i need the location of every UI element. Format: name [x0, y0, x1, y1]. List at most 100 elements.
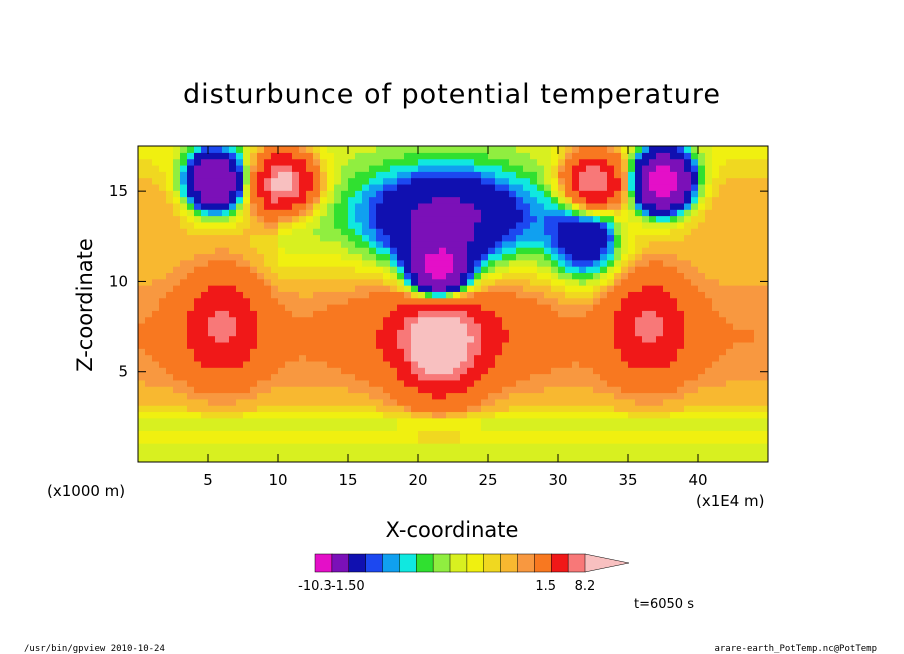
- heatmap-cell: [285, 209, 293, 217]
- heatmap-cell: [201, 335, 209, 343]
- heatmap-cell: [376, 215, 384, 223]
- heatmap-cell: [404, 310, 412, 318]
- heatmap-cell: [600, 411, 608, 419]
- heatmap-cell: [635, 455, 643, 462]
- heatmap-cell: [439, 386, 447, 394]
- heatmap-cell: [194, 272, 202, 280]
- heatmap-cell: [138, 183, 146, 191]
- heatmap-cell: [684, 329, 692, 337]
- heatmap-cell: [642, 392, 650, 400]
- heatmap-cell: [432, 171, 440, 179]
- heatmap-cell: [166, 392, 174, 400]
- heatmap-cell: [208, 417, 216, 425]
- heatmap-cell: [481, 164, 489, 172]
- heatmap-cell: [215, 177, 223, 185]
- heatmap-cell: [306, 234, 314, 242]
- heatmap-cell: [306, 379, 314, 387]
- heatmap-cell: [544, 285, 552, 292]
- heatmap-cell: [306, 386, 314, 394]
- heatmap-cell: [705, 196, 713, 204]
- heatmap-cell: [740, 392, 748, 400]
- heatmap-cell: [523, 202, 531, 210]
- heatmap-cell: [467, 146, 475, 153]
- heatmap-cell: [565, 310, 573, 318]
- heatmap-cell: [677, 449, 685, 457]
- heatmap-cell: [180, 335, 188, 343]
- heatmap-cell: [698, 259, 706, 267]
- heatmap-cell: [313, 316, 321, 324]
- heatmap-cell: [663, 424, 671, 431]
- heatmap-cell: [488, 405, 496, 413]
- heatmap-cell: [614, 272, 622, 280]
- heatmap-cell: [369, 392, 377, 400]
- heatmap-cell: [495, 158, 503, 166]
- heatmap-cell: [495, 215, 503, 223]
- heatmap-cell: [761, 240, 768, 248]
- x-tick-label: 30: [548, 471, 567, 489]
- heatmap-cell: [264, 196, 272, 204]
- heatmap-cell: [313, 146, 321, 153]
- heatmap-cell: [600, 215, 608, 223]
- heatmap-cell: [705, 240, 713, 248]
- heatmap-cell: [621, 455, 629, 462]
- heatmap-cell: [593, 240, 601, 248]
- heatmap-cell: [369, 272, 377, 280]
- heatmap-cell: [369, 417, 377, 425]
- heatmap-cell: [166, 152, 174, 160]
- heatmap-cell: [432, 360, 440, 368]
- heatmap-cell: [166, 386, 174, 394]
- heatmap-cell: [628, 398, 636, 406]
- heatmap-cell: [376, 152, 384, 160]
- heatmap-cell: [320, 272, 328, 280]
- heatmap-cell: [474, 285, 482, 292]
- heatmap-cell: [460, 411, 468, 419]
- heatmap-cell: [376, 146, 384, 153]
- heatmap-cell: [649, 202, 657, 210]
- heatmap-cell: [215, 367, 223, 375]
- heatmap-cell: [250, 455, 258, 462]
- heatmap-cell: [684, 253, 692, 261]
- x-tick-label: 5: [203, 471, 213, 489]
- heatmap-cell: [250, 285, 258, 292]
- heatmap-cell: [292, 266, 300, 273]
- heatmap-cell: [285, 278, 293, 286]
- heatmap-cell: [215, 285, 223, 292]
- heatmap-cell: [390, 291, 398, 299]
- heatmap-cell: [530, 202, 538, 210]
- heatmap-cell: [642, 304, 650, 311]
- heatmap-cell: [621, 449, 629, 457]
- heatmap-cell: [446, 329, 454, 337]
- heatmap-cell: [467, 360, 475, 368]
- heatmap-cell: [320, 436, 328, 444]
- heatmap-cell: [292, 322, 300, 330]
- heatmap-cell: [215, 310, 223, 318]
- heatmap-cell: [264, 259, 272, 267]
- heatmap-cell: [257, 436, 265, 444]
- heatmap-cell: [369, 430, 377, 438]
- heatmap-cell: [334, 379, 342, 387]
- heatmap-cell: [607, 405, 615, 413]
- heatmap-cell: [341, 443, 349, 450]
- heatmap-cell: [152, 278, 160, 286]
- heatmap-cell: [383, 405, 391, 413]
- heatmap-cell: [439, 367, 447, 375]
- heatmap-cell: [600, 240, 608, 248]
- heatmap-cell: [397, 386, 405, 394]
- heatmap-cell: [397, 348, 405, 356]
- heatmap-cell: [684, 430, 692, 438]
- heatmap-cell: [467, 183, 475, 191]
- heatmap-cell: [712, 329, 720, 337]
- heatmap-cell: [586, 266, 594, 273]
- heatmap-cell: [187, 392, 195, 400]
- heatmap-cell: [509, 234, 517, 242]
- heatmap-cell: [649, 398, 657, 406]
- heatmap-cell: [236, 449, 244, 457]
- heatmap-cell: [537, 373, 545, 381]
- heatmap-cell: [173, 392, 181, 400]
- heatmap-cell: [369, 171, 377, 179]
- heatmap-cell: [712, 164, 720, 172]
- heatmap-cell: [621, 348, 629, 356]
- heatmap-cell: [530, 291, 538, 299]
- heatmap-cell: [670, 183, 678, 191]
